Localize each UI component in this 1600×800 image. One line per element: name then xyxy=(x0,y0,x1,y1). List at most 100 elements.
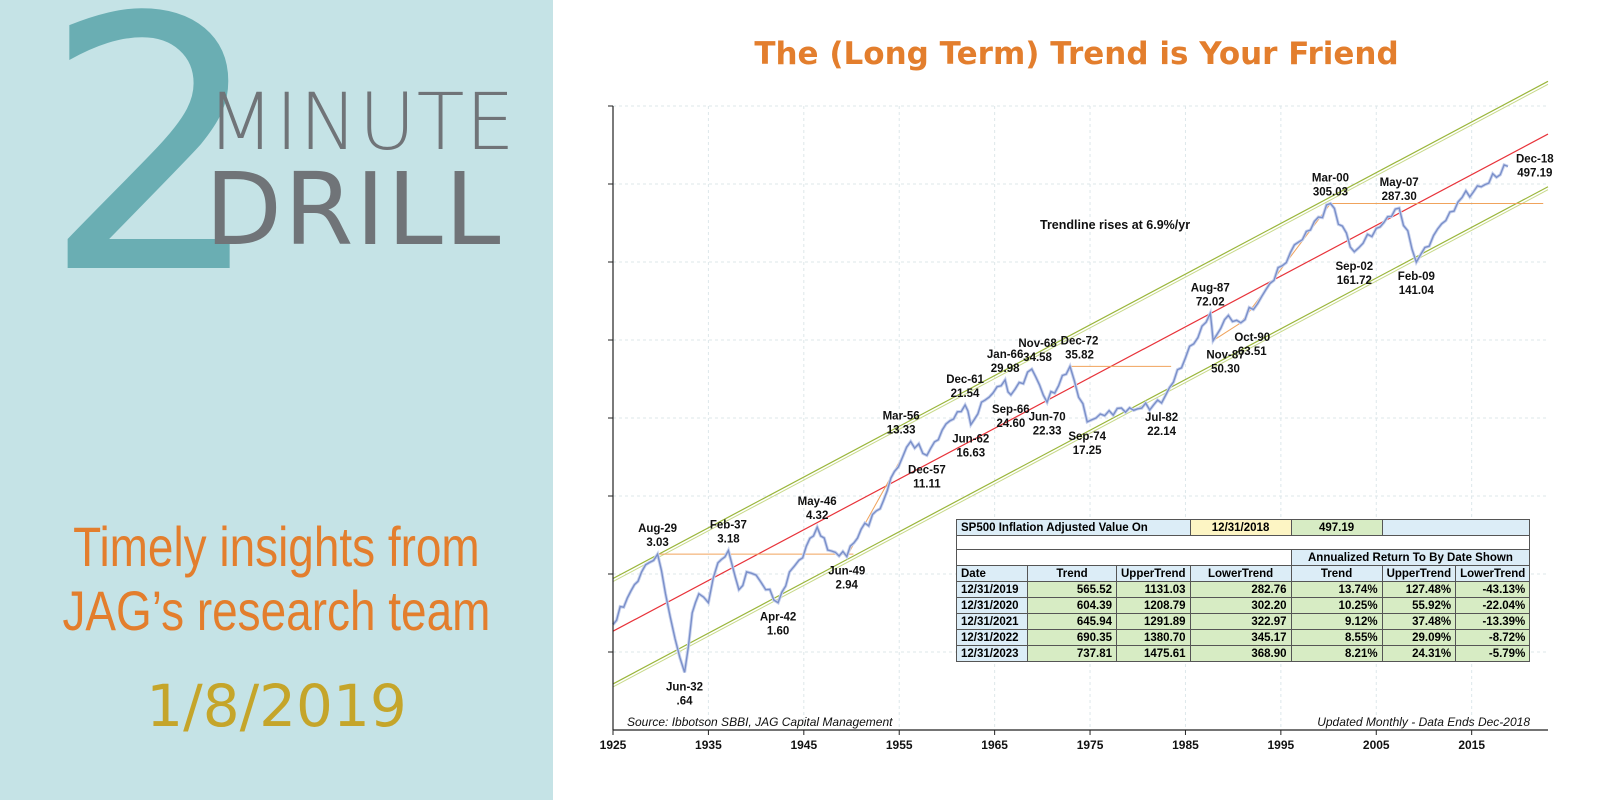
brand-number: 2 xyxy=(42,0,265,351)
point-label-date: Dec-57 xyxy=(908,464,946,476)
x-tick-label: 1975 xyxy=(1077,738,1104,752)
table-header-row: Date Trend UpperTrend LowerTrend Trend U… xyxy=(956,565,1531,582)
table-row: 12/31/2021 645.94 1291.89 322.97 9.12% 37.48%… xyxy=(956,613,1531,630)
point-label-value: 35.82 xyxy=(1065,349,1094,361)
chart-labels: Aug-29 3.03 Jun-32 .64 Feb-37 3.18 Apr-42 1.60 M… xyxy=(638,153,1554,707)
point-label-value: 29.98 xyxy=(991,363,1020,375)
lower-trend-shadow xyxy=(612,189,1549,688)
point-label-value: 497.19 xyxy=(1517,167,1552,179)
table-cell: 302.20 xyxy=(1189,597,1292,614)
table-cell: 24.31% xyxy=(1381,645,1457,662)
table-title-filler xyxy=(1381,519,1531,536)
point-label-value: 21.54 xyxy=(951,388,980,400)
point-label-value: 161.72 xyxy=(1337,275,1372,287)
table-cell: 1475.61 xyxy=(1116,645,1191,662)
col-header: UpperTrend xyxy=(1381,565,1457,582)
x-tick-label: 2005 xyxy=(1363,738,1390,752)
point-label-value: 13.33 xyxy=(887,425,916,437)
table-cell: 10.25% xyxy=(1290,597,1383,614)
point-label: Aug-87 72.02 xyxy=(1191,282,1230,308)
point-label-date: Nov-68 xyxy=(1018,338,1057,350)
point-label: Mar-56 13.33 xyxy=(883,411,920,437)
point-label: Jun-49 2.94 xyxy=(828,565,865,591)
point-label-date: May-46 xyxy=(798,496,837,508)
table-group-blank xyxy=(956,549,1292,566)
point-label-date: Feb-37 xyxy=(710,519,747,531)
x-tick-label: 2015 xyxy=(1458,738,1485,752)
table-cell: 12/31/2020 xyxy=(956,597,1028,614)
point-label-date: Nov-87 xyxy=(1206,350,1244,362)
chart-axes: 1925 1935 1945 1955 1965 1975 1985 1995 2005 2015 xyxy=(600,105,1548,752)
point-label-value: 24.60 xyxy=(996,418,1025,430)
table-group-header: Annualized Return To By Date Shown xyxy=(1290,549,1531,566)
point-label: Feb-09 141.04 xyxy=(1398,271,1435,297)
branding-panel: 2 MINUTE DRILL Timely insights from JAG’… xyxy=(0,0,553,800)
point-label-value: 17.25 xyxy=(1073,445,1102,457)
chart-title: The (Long Term) Trend is Your Friend xyxy=(754,36,1399,72)
table-cell: 604.39 xyxy=(1027,597,1117,614)
col-header: Trend xyxy=(1027,565,1117,582)
table-cell: 12/31/2021 xyxy=(956,613,1028,630)
point-label-date: Feb-09 xyxy=(1398,271,1435,283)
table-cell: -13.39% xyxy=(1455,613,1531,630)
table-cell: 12/31/2019 xyxy=(956,581,1028,598)
point-label-date: Aug-29 xyxy=(638,523,677,535)
x-tick-label: 1965 xyxy=(981,738,1008,752)
point-label-date: Dec-72 xyxy=(1061,335,1099,347)
table-cell: 1208.79 xyxy=(1116,597,1191,614)
x-tick-label: 1995 xyxy=(1268,738,1295,752)
point-label: Dec-72 35.82 xyxy=(1061,335,1099,361)
x-tick-label: 1985 xyxy=(1172,738,1199,752)
point-label-date: Sep-74 xyxy=(1068,431,1106,443)
point-label-value: 16.63 xyxy=(956,448,985,460)
point-label-value: 4.32 xyxy=(806,510,828,522)
point-label: Dec-61 21.54 xyxy=(946,374,984,400)
table-cell: 12/31/2022 xyxy=(956,629,1028,646)
lower-trend-line xyxy=(612,186,1549,685)
table-cell: -43.13% xyxy=(1455,581,1531,598)
tagline-line-2: JAG’s research team xyxy=(62,579,491,642)
series-line xyxy=(612,163,1509,673)
point-label: Jan-66 29.98 xyxy=(987,349,1023,375)
table-row: 12/31/2020 604.39 1208.79 302.20 10.25% 55.92… xyxy=(956,597,1531,614)
x-tick-label: 1945 xyxy=(790,738,817,752)
table-cell: 322.97 xyxy=(1189,613,1292,630)
table-cell: 8.55% xyxy=(1290,629,1383,646)
rally-line xyxy=(1212,322,1242,341)
point-label-value: 305.03 xyxy=(1313,187,1348,199)
table-cell: -8.72% xyxy=(1455,629,1531,646)
point-label-value: 22.33 xyxy=(1033,425,1062,437)
col-header: UpperTrend xyxy=(1116,565,1191,582)
point-label-date: Mar-56 xyxy=(883,411,920,423)
point-label: Sep-66 24.60 xyxy=(992,404,1030,430)
point-label: Feb-37 3.18 xyxy=(710,519,747,545)
point-label-date: Sep-66 xyxy=(992,404,1030,416)
table-cell: 368.90 xyxy=(1189,645,1292,662)
table-cell: 37.48% xyxy=(1381,613,1457,630)
point-label-date: Jun-70 xyxy=(1029,411,1066,423)
table-spacer-row xyxy=(955,535,1531,550)
as-of-value: 497.19 xyxy=(1290,519,1383,536)
brand-word-minute: MINUTE xyxy=(207,78,516,168)
col-header: LowerTrend xyxy=(1189,565,1292,582)
table-cell: 9.12% xyxy=(1290,613,1383,630)
point-label-date: Mar-00 xyxy=(1312,173,1349,185)
point-label-date: Sep-02 xyxy=(1335,261,1373,273)
table-cell: -5.79% xyxy=(1455,645,1531,662)
point-label-date: Jun-62 xyxy=(952,434,989,446)
point-label-value: 34.58 xyxy=(1023,352,1052,364)
table-cell: 690.35 xyxy=(1027,629,1117,646)
as-of-date: 12/31/2018 xyxy=(1189,519,1292,536)
point-label-value: 1.60 xyxy=(767,626,789,638)
point-label-date: May-07 xyxy=(1380,177,1419,189)
point-label-value: 287.30 xyxy=(1382,191,1417,203)
tagline: Timely insights from JAG’s research team xyxy=(50,515,503,643)
point-label: Jun-32 .64 xyxy=(666,681,703,707)
point-label-date: Dec-61 xyxy=(946,374,984,386)
point-label: May-07 287.30 xyxy=(1380,177,1419,203)
point-label-date: Jul-82 xyxy=(1145,412,1178,424)
source-note: Source: Ibbotson SBBI, JAG Capital Manag… xyxy=(627,715,893,729)
point-label-date: Oct-90 xyxy=(1234,332,1270,344)
point-label-value: 141.04 xyxy=(1399,285,1435,297)
